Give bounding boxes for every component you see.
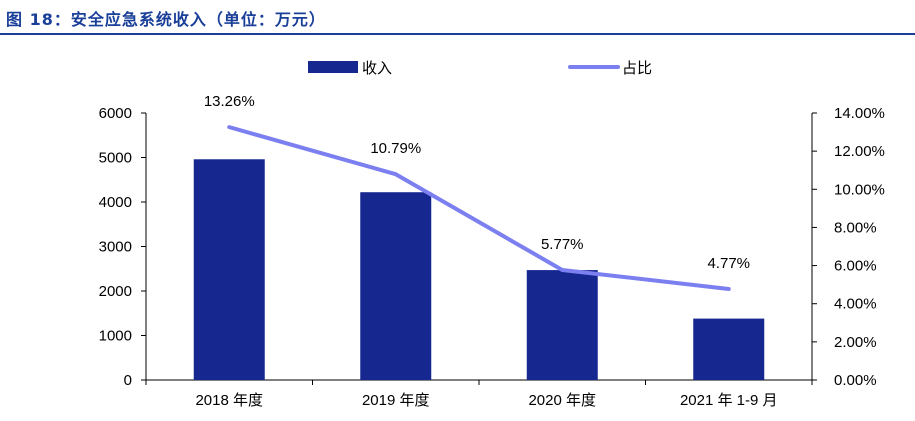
y-tick-right-label: 10.00% (834, 181, 885, 198)
line-series-path (227, 125, 731, 292)
figure-title: 图 18：安全应急系统收入（单位：万元） (6, 10, 326, 29)
bar (193, 159, 265, 380)
y-tick-left-label: 0 (124, 372, 132, 389)
title-rule (0, 33, 915, 35)
y-tick-left-label: 6000 (99, 105, 132, 122)
legend-label-line: 占比 (622, 60, 652, 77)
y-tick-left-label: 1000 (99, 328, 132, 345)
bar (693, 318, 765, 380)
bar (526, 270, 598, 380)
bar-series (193, 159, 765, 380)
line-data-label: 10.79% (370, 140, 421, 157)
y-tick-right-label: 4.00% (834, 296, 877, 313)
y-tick-left-label: 2000 (99, 283, 132, 300)
y-tick-left-label: 5000 (99, 150, 132, 167)
y-tick-left-label: 3000 (99, 239, 132, 256)
bar (360, 192, 432, 380)
line-data-label: 5.77% (541, 236, 584, 253)
x-tick-label: 2018 年度 (195, 392, 263, 409)
y-tick-left-label: 4000 (99, 194, 132, 211)
x-tick-label: 2021 年 1-9 月 (680, 392, 778, 409)
legend-label-bar: 收入 (362, 60, 392, 77)
legend-swatch-bar (308, 61, 358, 73)
y-tick-right-label: 2.00% (834, 334, 877, 351)
y-tick-right-label: 6.00% (834, 258, 877, 275)
y-tick-right-label: 12.00% (834, 143, 885, 160)
axes: 0 1000 2000 3000 4000 5000 6000 0.00% 2.00% 4.00%… (99, 105, 885, 409)
y-tick-right-label: 0.00% (834, 372, 877, 389)
line-data-label: 13.26% (204, 93, 255, 110)
y-tick-right-label: 8.00% (834, 219, 877, 236)
x-tick-label: 2019 年度 (362, 392, 430, 409)
x-tick-label: 2020 年度 (528, 392, 596, 409)
legend: 收入 占比 (308, 60, 652, 77)
line-series: 13.26% 10.79% 5.77% 4.77% (204, 93, 750, 292)
y-tick-right-label: 14.00% (834, 105, 885, 122)
line-data-label: 4.77% (707, 255, 750, 272)
